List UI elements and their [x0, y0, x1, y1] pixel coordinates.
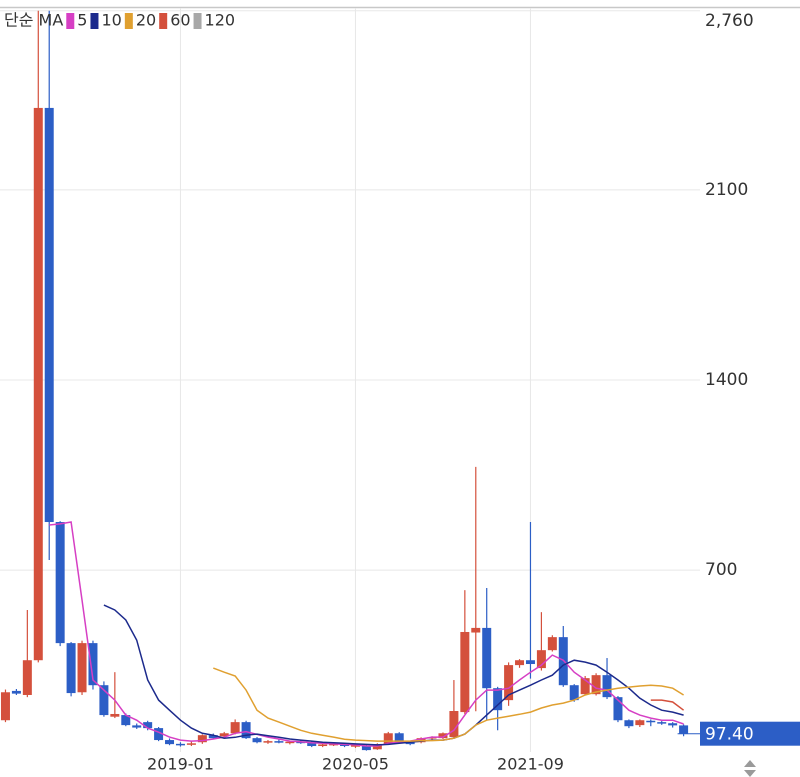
- candle-body: [569, 685, 579, 701]
- candle-body: [55, 522, 65, 644]
- candle-body: [547, 637, 557, 651]
- candle-body: [66, 643, 76, 694]
- ma-line: [650, 699, 685, 711]
- legend-title: 단순 MA: [4, 11, 63, 30]
- legend-label: 5: [77, 11, 87, 30]
- x-tick-label: 2020-05: [322, 755, 389, 774]
- candle-body: [504, 665, 514, 701]
- candle-body: [449, 710, 459, 738]
- y-tick-label: 2100: [705, 180, 748, 200]
- scroll-up[interactable]: [744, 760, 756, 767]
- candle-body: [241, 722, 251, 739]
- x-tick-label: 2019-01: [147, 755, 214, 774]
- candle-body: [438, 733, 448, 739]
- candle-body: [471, 627, 481, 633]
- candle-body: [515, 660, 525, 666]
- legend-swatch: [124, 13, 133, 29]
- candle-body: [252, 738, 262, 743]
- candle-body: [165, 740, 175, 745]
- candle-body: [77, 643, 87, 693]
- candle-body: [285, 741, 295, 744]
- candle-body: [536, 650, 546, 669]
- candle-body: [197, 735, 207, 743]
- candle-body: [121, 715, 131, 726]
- legend-swatch: [66, 13, 75, 29]
- candle-body: [679, 725, 689, 734]
- candle-body: [394, 733, 404, 743]
- legend-swatch: [193, 13, 202, 29]
- candle-body: [88, 643, 98, 686]
- candle-body: [143, 722, 153, 729]
- ma-line: [213, 667, 684, 742]
- candle-body: [482, 627, 492, 689]
- candle-body: [307, 742, 317, 747]
- candle-body: [613, 697, 623, 721]
- candle-body: [525, 660, 535, 665]
- candle-body: [657, 722, 667, 724]
- candle-body: [493, 688, 503, 711]
- moving-averages: [49, 521, 685, 747]
- y-tick-label: 2,760: [705, 11, 754, 31]
- candle-body: [635, 720, 645, 726]
- legend-label: 60: [170, 11, 190, 30]
- candle-body: [154, 728, 164, 741]
- candle-body: [405, 742, 415, 745]
- candle-body: [208, 735, 218, 739]
- candle-body: [591, 675, 601, 695]
- candle-body: [274, 741, 284, 743]
- legend: 단순 MA 5 10 20 60 120: [4, 11, 235, 30]
- x-tick-label: 2021-09: [497, 755, 564, 774]
- candle-body: [44, 107, 54, 523]
- candle-body: [99, 685, 109, 716]
- candle-body: [602, 675, 612, 698]
- candle-body: [219, 733, 229, 737]
- candle-body: [33, 107, 43, 661]
- legend-label: 120: [205, 11, 236, 30]
- candle-body: [132, 725, 142, 728]
- legend-swatch: [90, 13, 99, 29]
- candle-body: [318, 744, 328, 747]
- candle-body: [383, 733, 393, 745]
- grid: [0, 8, 700, 752]
- current-price-label: 97.40: [705, 725, 754, 745]
- candle-body: [175, 743, 185, 746]
- candle-body: [22, 660, 32, 695]
- candle-body: [668, 723, 678, 726]
- y-tick-label: 700: [705, 560, 737, 580]
- candle-body: [263, 741, 273, 743]
- candle-body: [11, 690, 21, 694]
- legend-label: 20: [136, 11, 156, 30]
- legend-label: 10: [101, 11, 121, 30]
- candle-body: [460, 631, 470, 713]
- legend-swatch: [159, 13, 168, 29]
- candle-body: [186, 743, 196, 745]
- candle-body: [230, 722, 240, 734]
- current-price-box: [700, 721, 800, 746]
- candle-body: [110, 713, 120, 717]
- y-tick-label: 1400: [705, 370, 748, 390]
- scroll-down[interactable]: [744, 770, 756, 777]
- candle-body: [0, 692, 10, 721]
- candles: [0, 10, 689, 751]
- candle-body: [361, 746, 371, 751]
- ma-line: [49, 521, 684, 747]
- scroll-icon[interactable]: [744, 760, 756, 777]
- candle-body: [624, 720, 634, 727]
- candle-body: [646, 720, 656, 723]
- ma-line: [103, 604, 684, 746]
- candle-body: [580, 678, 590, 695]
- candle-body: [350, 745, 360, 747]
